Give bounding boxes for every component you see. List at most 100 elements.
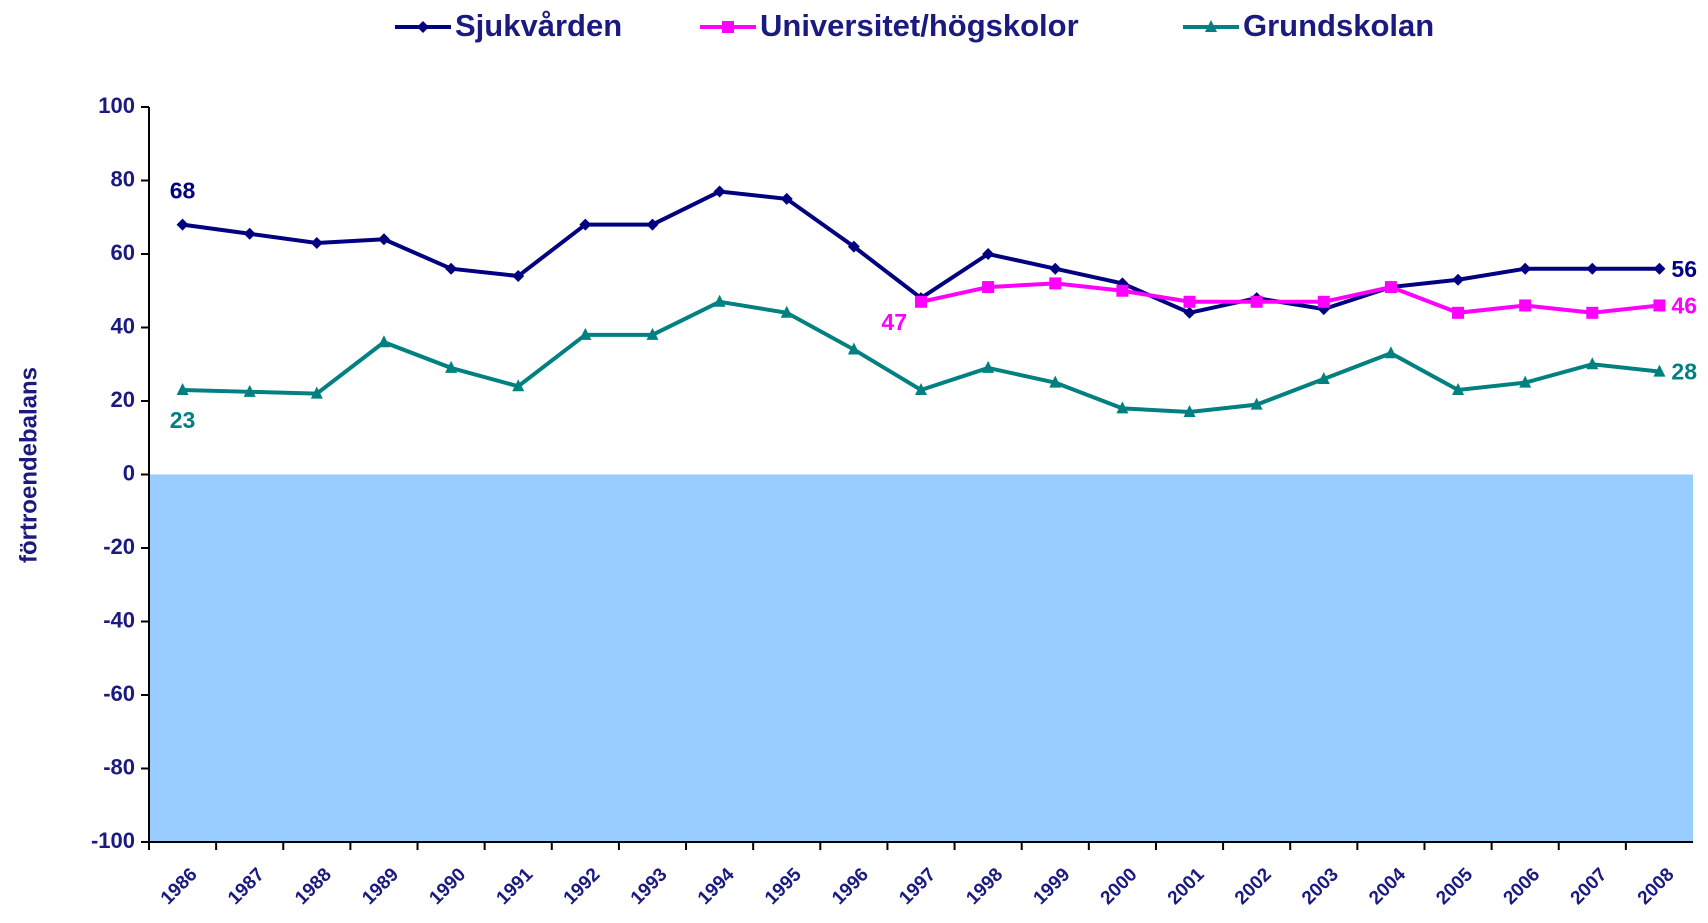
marker	[377, 233, 390, 246]
data-label: 56	[1671, 256, 1697, 282]
x-tick-label: 2008	[1634, 864, 1679, 909]
x-tick-label: 1998	[962, 864, 1007, 909]
marker	[1317, 295, 1330, 308]
y-tick-label: -20	[103, 534, 135, 559]
marker	[445, 262, 458, 275]
x-tick-label: 2002	[1231, 864, 1276, 909]
x-tick-label: 2003	[1298, 864, 1343, 909]
marker	[176, 218, 189, 231]
marker	[847, 240, 860, 253]
marker	[1452, 382, 1465, 395]
marker	[512, 379, 525, 392]
y-tick-label: -100	[91, 828, 135, 853]
marker	[1049, 262, 1062, 275]
x-tick-label: 1986	[157, 864, 202, 909]
x-tick-label: 1993	[627, 864, 672, 909]
marker	[1653, 299, 1666, 312]
x-tick-label: 1988	[291, 864, 336, 909]
data-label: 68	[170, 178, 196, 204]
x-tick-label: 1995	[761, 864, 806, 909]
y-tick-label: 0	[123, 460, 135, 485]
legend-label: Grundskolan	[1243, 8, 1434, 43]
x-tick-label: 2001	[1164, 864, 1209, 909]
x-tick-label: 2005	[1432, 864, 1477, 909]
marker	[1205, 20, 1217, 32]
x-tick-label: 1992	[560, 864, 605, 909]
marker	[646, 218, 659, 231]
marker	[982, 248, 995, 260]
series-line	[920, 281, 1660, 315]
marker	[915, 295, 927, 308]
marker	[1586, 306, 1599, 319]
data-label: 46	[1671, 293, 1697, 319]
marker	[377, 335, 390, 348]
x-tick-label: 1997	[895, 864, 940, 909]
marker	[243, 227, 256, 240]
marker	[713, 294, 726, 307]
x-tick-label: 1991	[493, 864, 538, 909]
x-tick-label: 2004	[1365, 864, 1410, 909]
legend-label: Sjukvården	[455, 8, 622, 43]
marker	[780, 305, 793, 318]
marker	[579, 218, 592, 231]
x-tick-label: 2007	[1567, 864, 1612, 909]
marker	[780, 192, 793, 205]
marker	[1519, 299, 1532, 312]
y-tick-label: 60	[111, 240, 135, 265]
marker	[1250, 295, 1263, 308]
marker	[176, 382, 189, 395]
data-label: 47	[881, 309, 907, 335]
y-tick-label: -60	[103, 681, 135, 706]
marker	[1519, 375, 1532, 388]
data-label: 28	[1671, 359, 1697, 385]
marker	[1653, 364, 1666, 377]
x-tick-label: 2000	[1097, 864, 1142, 909]
y-tick-label: -80	[103, 754, 135, 779]
x-tick-label: 1999	[1030, 864, 1075, 909]
marker	[1049, 277, 1062, 290]
x-tick-label: 2006	[1500, 864, 1545, 909]
marker	[1183, 295, 1196, 308]
y-tick-label: 100	[98, 93, 135, 118]
series-line	[182, 299, 1660, 415]
x-tick-label: 1996	[828, 864, 873, 909]
marker	[417, 21, 429, 33]
y-tick-label: -40	[103, 607, 135, 632]
marker	[1452, 273, 1465, 286]
negative-region	[149, 474, 1693, 842]
marker	[713, 185, 726, 198]
marker	[1519, 262, 1532, 275]
legend-label: Universitet/högskolor	[760, 8, 1079, 43]
marker	[722, 21, 734, 33]
marker	[982, 360, 995, 373]
y-tick-label: 40	[111, 313, 135, 338]
marker	[1384, 281, 1397, 294]
x-tick-label: 1989	[358, 864, 403, 909]
y-tick-label: 80	[111, 166, 135, 191]
marker	[1586, 357, 1599, 370]
marker	[310, 236, 323, 249]
marker	[512, 270, 525, 283]
marker	[1049, 375, 1062, 388]
marker	[982, 281, 995, 294]
x-tick-label: 1987	[224, 864, 269, 909]
marker	[1250, 397, 1263, 410]
data-label: 23	[170, 407, 196, 433]
marker	[1384, 346, 1397, 359]
marker	[847, 342, 860, 355]
marker	[579, 327, 592, 340]
marker	[1116, 401, 1129, 414]
y-tick-label: 20	[111, 387, 135, 412]
marker	[310, 386, 323, 399]
marker	[1183, 306, 1196, 319]
x-tick-label: 1990	[425, 864, 470, 909]
marker	[1116, 284, 1129, 297]
marker	[1183, 405, 1196, 418]
x-tick-label: 1994	[694, 864, 739, 909]
marker	[1452, 306, 1465, 319]
marker	[1653, 262, 1666, 275]
marker	[1317, 371, 1330, 384]
marker	[445, 360, 458, 373]
marker	[646, 327, 659, 340]
